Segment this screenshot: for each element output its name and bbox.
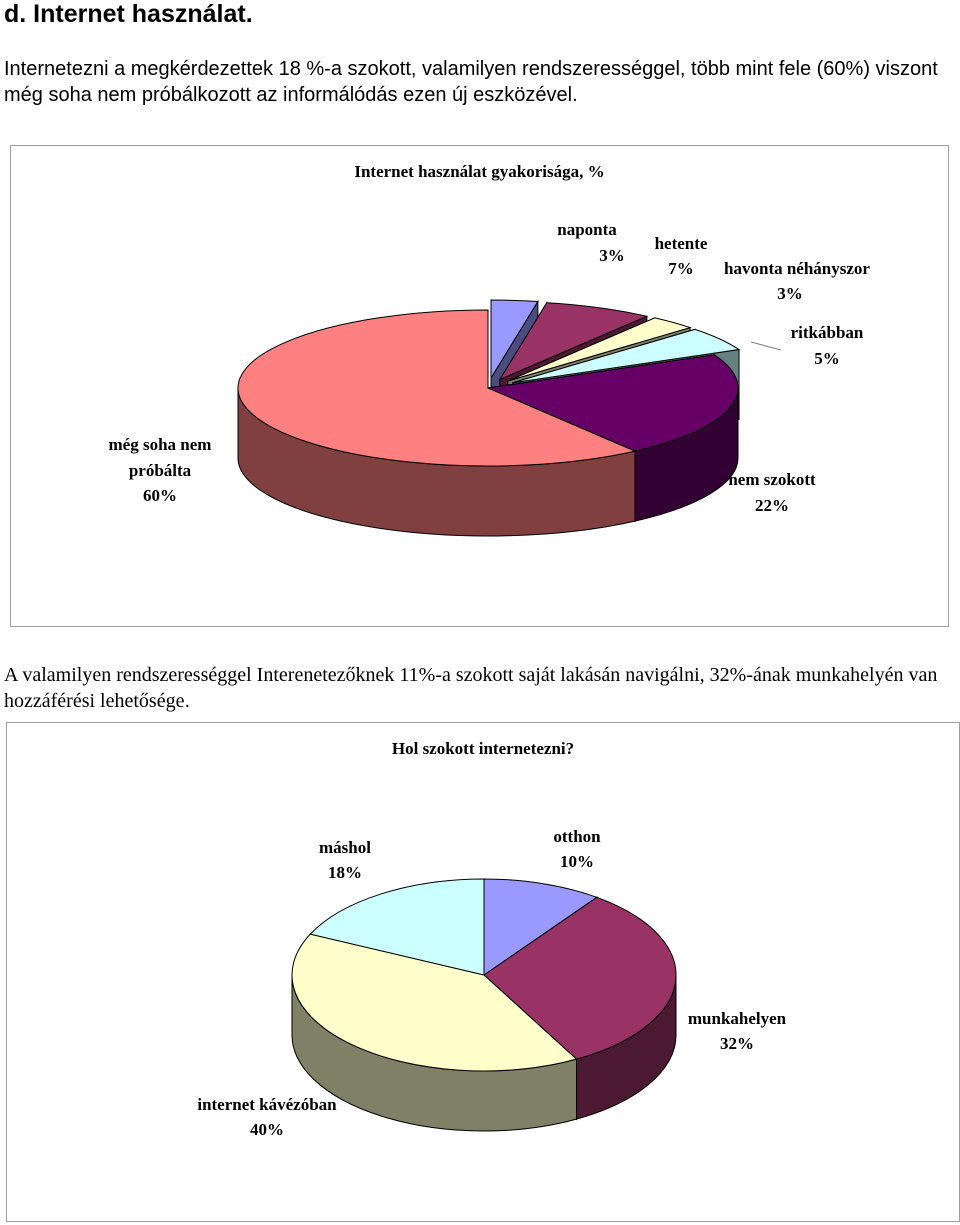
value-label-otthon: 10% <box>560 852 594 871</box>
usage-frequency-pie: naponta 3% hetente 7% havonta néhányszor 3% ri… <box>109 220 870 537</box>
pie-slice-nem-szokott <box>486 354 739 452</box>
pie-slice-ritkabban <box>512 328 741 384</box>
value-label-munkahelyen: 32% <box>720 1034 754 1053</box>
pie-slice-otthon <box>483 878 598 976</box>
slice-label-internet-kavezoban: internet kávézóban <box>197 1095 337 1114</box>
location-paragraph-text: A valamilyen rendszerességgel Interenete… <box>4 664 938 712</box>
location-paragraph-end: . <box>184 690 191 712</box>
pie-slice-mashol <box>309 878 485 976</box>
usage-frequency-chart-title: Internet használat gyakorisága, % <box>354 162 605 181</box>
slice-label-naponta: naponta <box>557 220 617 239</box>
value-label-hetente: 7% <box>668 259 694 278</box>
pie-slice-hetente <box>498 302 649 381</box>
pie-slice-internet-kavezoban <box>291 933 578 1072</box>
slice-label-meg-soha-nem-probalta: próbálta <box>129 461 192 480</box>
intro-paragraph-text: Internetezni a megkérdezettek 18 %-a szo… <box>4 58 938 106</box>
slice-label-otthon: otthon <box>553 827 601 846</box>
value-label-naponta: 3% <box>599 246 625 265</box>
value-label-nem-szokott: 22% <box>755 496 789 515</box>
pie-slice-havonta-nehanyszor <box>507 317 692 382</box>
label-leader-line <box>750 341 782 351</box>
section-heading: d. Internet használat. <box>4 0 253 28</box>
value-label-mashol: 18% <box>328 863 362 882</box>
slice-label-mashol: máshol <box>319 838 371 857</box>
slice-label-hetente: hetente <box>655 234 708 253</box>
internet-location-pie: otthon 10% munkahelyen 32% internet kávézóba… <box>197 827 787 1139</box>
internet-location-chart: Hol szokott internetezni? otthon 10% munka… <box>6 722 960 1222</box>
pie-slice-munkahelyen <box>483 896 677 1060</box>
value-label-meg-soha-nem-probalta: 60% <box>143 486 177 505</box>
intro-paragraph: Internetezni a megkérdezettek 18 %-a szo… <box>4 56 956 108</box>
slice-label-havonta-nehanyszor: havonta néhányszor <box>724 259 870 278</box>
usage-frequency-chart: Internet használat gyakorisága, % napont… <box>10 145 949 627</box>
pie-slice-naponta <box>490 299 539 380</box>
slice-label-ritkabban: ritkábban <box>791 323 864 342</box>
value-label-havonta-nehanyszor: 3% <box>777 284 803 303</box>
pie-slice-meg-soha-nem-probalta <box>237 309 637 467</box>
internet-location-chart-title: Hol szokott internetezni? <box>391 739 575 758</box>
location-paragraph: A valamilyen rendszerességgel Interenete… <box>4 662 956 714</box>
slice-label-meg-soha-nem-probalta: még soha nem <box>109 435 212 454</box>
slice-label-munkahelyen: munkahelyen <box>688 1009 787 1028</box>
slice-label-nem-szokott: nem szokott <box>728 470 816 489</box>
value-label-ritkabban: 5% <box>814 349 840 368</box>
value-label-internet-kavezoban: 40% <box>250 1120 284 1139</box>
